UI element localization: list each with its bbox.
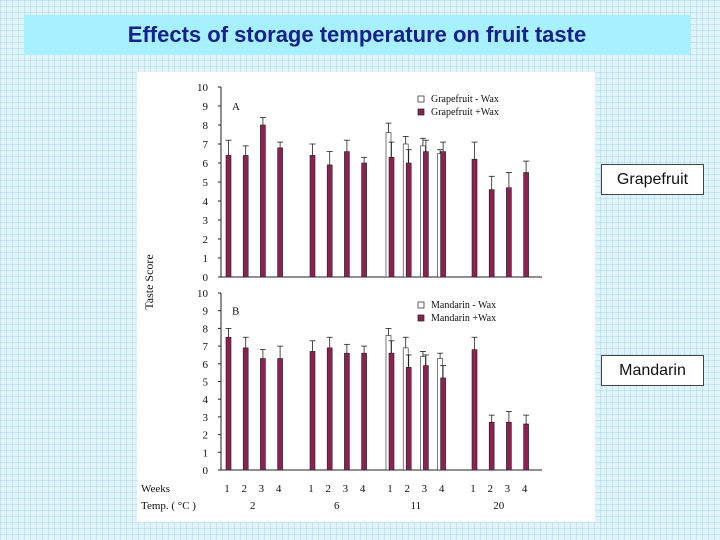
y-tick-label: 9: [203, 101, 209, 113]
bar-plus-wax: [243, 348, 248, 470]
panel-label: A: [232, 101, 240, 113]
mandarin-callout: Mandarin: [601, 355, 704, 386]
bar-plus-wax: [344, 353, 349, 470]
chart-figure: Taste Score 0 1 2 3 4 5 6 7 8 9 10 A Grapefruit - Wax…: [137, 72, 595, 522]
x-tick-week: 3: [505, 483, 511, 495]
y-tick-label: 7: [203, 341, 209, 353]
x-tick-week: 4: [360, 483, 366, 495]
bar-plus-wax: [278, 148, 283, 277]
y-tick-label: 6: [203, 158, 209, 170]
bar-plus-wax: [489, 190, 494, 277]
grapefruit-callout: Grapefruit: [601, 164, 704, 195]
y-tick-label: 1: [203, 447, 209, 459]
x-tick-week: 2: [404, 483, 410, 495]
x-tick-week: 1: [470, 483, 476, 495]
bar-plus-wax: [506, 188, 511, 277]
bar-plus-wax: [362, 353, 367, 470]
bar-plus-wax: [406, 163, 411, 277]
y-tick-label: 5: [203, 377, 209, 389]
x-tick-week: 2: [241, 483, 247, 495]
y-tick-label: 8: [203, 120, 209, 132]
bar-plus-wax: [524, 173, 529, 278]
bar-plus-wax: [278, 358, 283, 470]
x-tick-week: 3: [259, 483, 265, 495]
legend-swatch: [418, 315, 424, 321]
y-tick-label: 4: [203, 196, 209, 208]
x-tick-week: 2: [325, 483, 331, 495]
y-tick-label: 2: [203, 430, 209, 442]
legend-entry: Mandarin +Wax: [431, 313, 496, 324]
y-tick-label: 0: [203, 272, 209, 284]
y-tick-label: 10: [197, 288, 209, 300]
x-tick-week: 3: [343, 483, 349, 495]
grapefruit-callout-label: Grapefruit: [617, 171, 688, 189]
bar-plus-wax: [226, 337, 231, 470]
x-tick-temperature: 20: [493, 500, 505, 512]
bar-plus-wax: [310, 351, 315, 470]
x-row-label-temp: Temp. ( °C ): [141, 500, 196, 512]
bar-plus-wax: [362, 163, 367, 277]
bar-plus-wax: [406, 367, 411, 470]
bar-plus-wax: [260, 358, 265, 470]
x-tick-week: 3: [422, 483, 428, 495]
x-tick-week: 4: [522, 483, 528, 495]
y-tick-label: 4: [203, 394, 209, 406]
legend-swatch: [418, 302, 424, 308]
panel-label: B: [232, 306, 239, 318]
bar-plus-wax: [226, 155, 231, 277]
y-tick-label: 6: [203, 359, 209, 371]
legend-swatch: [418, 96, 424, 102]
bar-plus-wax: [441, 378, 446, 470]
x-row-label-weeks: Weeks: [141, 483, 170, 495]
legend-swatch: [418, 109, 424, 115]
title-bar: Effects of storage temperature on fruit …: [24, 15, 690, 55]
x-tick-week: 2: [487, 483, 493, 495]
legend-entry: Mandarin - Wax: [431, 300, 496, 311]
y-tick-label: 10: [197, 82, 209, 94]
y-tick-label: 8: [203, 323, 209, 335]
y-tick-label: 3: [203, 412, 209, 424]
bar-plus-wax: [389, 157, 394, 277]
y-tick-label: 1: [203, 253, 209, 265]
slide-title: Effects of storage temperature on fruit …: [128, 22, 586, 48]
x-tick-temperature: 2: [250, 500, 256, 512]
x-tick-week: 1: [224, 483, 230, 495]
bar-plus-wax: [389, 353, 394, 470]
x-tick-week: 1: [387, 483, 393, 495]
y-axis-title: Taste Score: [142, 254, 156, 309]
y-tick-label: 9: [203, 306, 209, 318]
y-tick-label: 3: [203, 215, 209, 227]
bar-plus-wax: [310, 155, 315, 277]
y-tick-label: 2: [203, 234, 209, 246]
bar-plus-wax: [489, 422, 494, 470]
x-tick-week: 4: [439, 483, 445, 495]
x-tick-temperature: 6: [334, 500, 340, 512]
bar-plus-wax: [423, 152, 428, 277]
legend-entry: Grapefruit - Wax: [431, 94, 499, 105]
bar-plus-wax: [243, 155, 248, 277]
bar-plus-wax: [327, 165, 332, 277]
x-tick-temperature: 11: [411, 500, 422, 512]
bar-plus-wax: [327, 348, 332, 470]
bar-plus-wax: [441, 152, 446, 277]
bar-plus-wax: [524, 424, 529, 470]
y-tick-label: 0: [203, 465, 209, 477]
bar-plus-wax: [472, 350, 477, 470]
legend-entry: Grapefruit +Wax: [431, 107, 499, 118]
bar-plus-wax: [423, 366, 428, 470]
y-tick-label: 5: [203, 177, 209, 189]
bar-plus-wax: [506, 422, 511, 470]
mandarin-callout-label: Mandarin: [619, 362, 686, 380]
bar-plus-wax: [472, 159, 477, 277]
x-tick-week: 1: [308, 483, 314, 495]
bar-plus-wax: [260, 125, 265, 277]
bar-plus-wax: [344, 152, 349, 277]
x-tick-week: 4: [276, 483, 282, 495]
y-tick-label: 7: [203, 139, 209, 151]
